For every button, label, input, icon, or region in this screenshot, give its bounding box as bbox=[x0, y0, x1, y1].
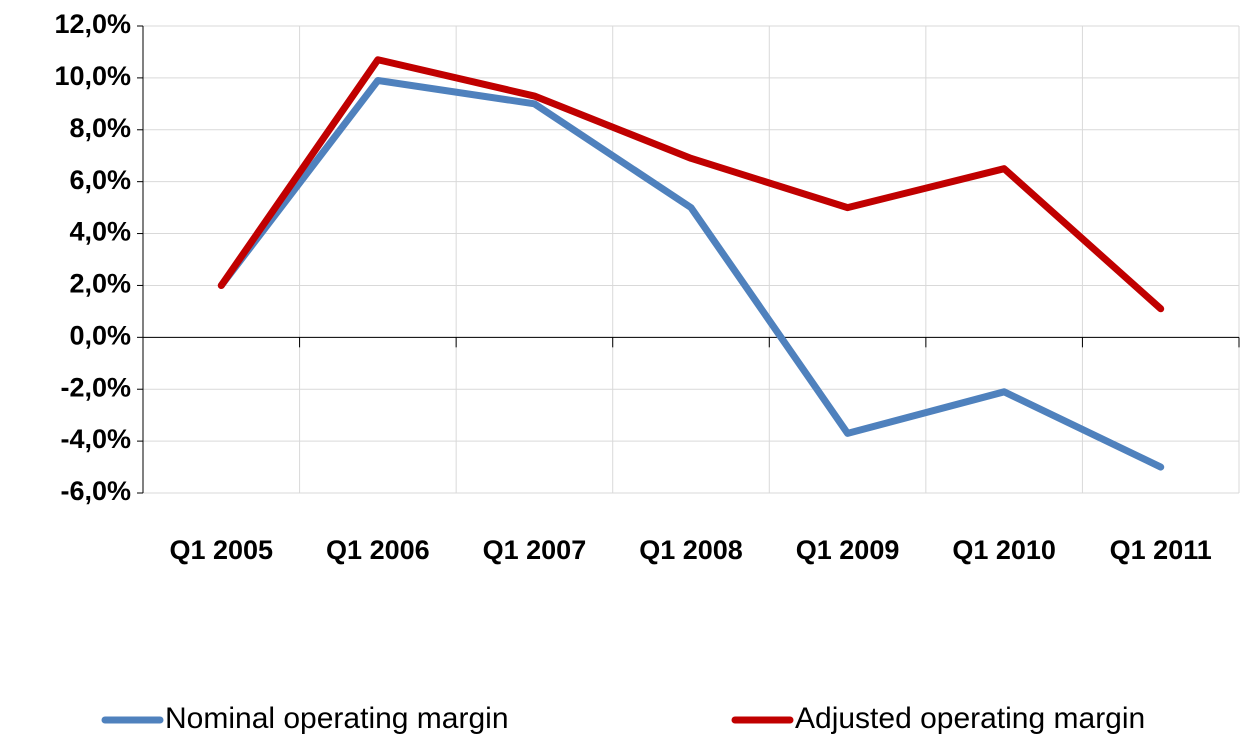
y-tick-label: -4,0% bbox=[60, 424, 131, 454]
x-tick-label: Q1 2005 bbox=[169, 535, 273, 565]
y-tick-label: 4,0% bbox=[69, 217, 131, 247]
series-line bbox=[217, 76, 1165, 471]
y-tick-label: 10,0% bbox=[54, 61, 131, 91]
y-tick-label: 8,0% bbox=[69, 113, 131, 143]
y-tick-label: 0,0% bbox=[69, 320, 131, 350]
x-tick-label: Q1 2006 bbox=[326, 535, 430, 565]
series-line bbox=[217, 56, 1165, 313]
y-tick-label: -2,0% bbox=[60, 372, 131, 402]
legend-label: Adjusted operating margin bbox=[795, 702, 1145, 735]
legend-label: Nominal operating margin bbox=[165, 702, 509, 735]
y-tick-label: 12,0% bbox=[54, 9, 131, 39]
x-tick-label: Q1 2011 bbox=[1110, 535, 1212, 565]
y-tick-label: -6,0% bbox=[60, 476, 131, 506]
x-tick-label: Q1 2009 bbox=[796, 535, 900, 565]
x-tick-label: Q1 2008 bbox=[639, 535, 743, 565]
x-tick-label: Q1 2007 bbox=[483, 535, 587, 565]
x-tick-label: Q1 2010 bbox=[952, 535, 1056, 565]
y-tick-label: 2,0% bbox=[69, 269, 131, 299]
y-tick-label: 6,0% bbox=[69, 165, 131, 195]
